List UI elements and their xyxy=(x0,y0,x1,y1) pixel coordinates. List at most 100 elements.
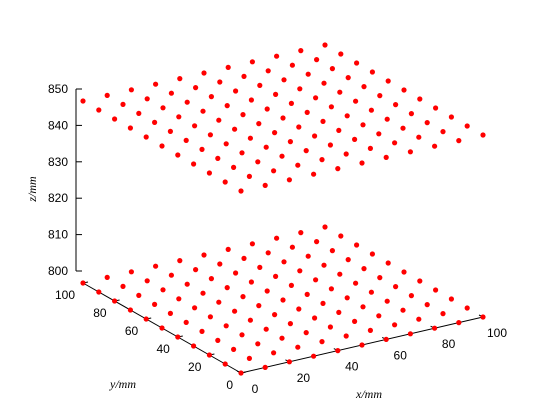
data-point xyxy=(241,73,247,79)
data-point xyxy=(256,121,262,127)
data-point xyxy=(298,48,304,54)
data-point xyxy=(361,266,367,272)
y-tick-label: 0 xyxy=(226,378,233,392)
data-point xyxy=(153,263,159,269)
z-tick-label: 830 xyxy=(48,155,68,169)
data-point xyxy=(288,100,294,106)
data-point xyxy=(271,168,277,174)
data-point xyxy=(343,333,349,339)
data-point xyxy=(377,275,383,281)
data-point xyxy=(296,306,302,312)
data-point xyxy=(311,171,317,177)
data-point xyxy=(383,154,389,160)
data-point xyxy=(262,364,268,370)
data-point xyxy=(297,86,303,92)
data-point xyxy=(440,129,446,135)
data-point xyxy=(377,93,383,99)
data-point xyxy=(393,102,399,108)
data-point xyxy=(376,131,382,137)
data-point xyxy=(327,142,333,148)
data-point xyxy=(335,348,341,354)
data-point xyxy=(176,114,182,120)
data-point xyxy=(338,233,344,239)
data-point xyxy=(217,79,223,85)
data-point xyxy=(136,292,142,298)
data-point xyxy=(433,287,439,293)
data-point xyxy=(336,309,342,315)
data-point xyxy=(160,105,166,111)
data-point xyxy=(384,116,390,122)
data-point xyxy=(231,164,237,170)
data-point xyxy=(264,106,270,112)
data-point xyxy=(400,307,406,313)
data-point xyxy=(238,370,244,376)
data-point xyxy=(287,321,293,327)
data-point xyxy=(193,85,199,91)
data-point xyxy=(192,305,198,311)
data-point xyxy=(337,89,343,95)
data-point xyxy=(456,320,462,326)
data-point xyxy=(249,241,255,247)
data-point xyxy=(201,252,207,258)
data-point xyxy=(400,125,406,131)
data-point xyxy=(112,298,118,304)
data-point xyxy=(359,342,365,348)
y-tick-label: 60 xyxy=(125,324,139,338)
data-point xyxy=(272,312,278,318)
data-point xyxy=(249,59,255,65)
data-point xyxy=(376,313,382,319)
data-point xyxy=(144,278,150,284)
data-point xyxy=(303,330,309,336)
data-point xyxy=(216,299,222,305)
data-point xyxy=(359,160,365,166)
data-point xyxy=(222,179,228,185)
data-point xyxy=(192,123,198,129)
data-point xyxy=(383,336,389,342)
data-point xyxy=(314,239,320,245)
data-point xyxy=(231,346,237,352)
x-tick-label: 0 xyxy=(252,382,259,396)
data-point xyxy=(144,96,150,102)
data-point xyxy=(193,267,199,273)
data-point xyxy=(279,153,285,159)
data-point xyxy=(313,95,319,101)
data-point xyxy=(360,304,366,310)
data-point xyxy=(320,118,326,124)
data-point xyxy=(314,57,320,63)
data-point xyxy=(353,98,359,104)
data-point xyxy=(416,134,422,140)
data-point xyxy=(239,332,245,338)
data-point xyxy=(345,257,351,263)
data-point xyxy=(367,327,373,333)
data-point xyxy=(305,71,311,77)
data-point xyxy=(241,255,247,261)
data-point xyxy=(216,117,222,123)
data-point xyxy=(335,166,341,172)
data-point xyxy=(288,282,294,288)
data-point xyxy=(168,272,174,278)
data-point xyxy=(352,136,358,142)
data-point xyxy=(279,335,285,341)
data-point xyxy=(160,287,166,293)
data-point xyxy=(112,116,118,122)
data-point xyxy=(480,132,486,138)
data-point xyxy=(200,108,206,114)
data-point xyxy=(248,97,254,103)
data-point xyxy=(143,316,149,322)
data-point xyxy=(225,246,231,252)
data-point xyxy=(224,285,230,291)
data-point xyxy=(392,140,398,146)
data-point xyxy=(248,279,254,285)
data-point xyxy=(201,70,207,76)
data-point xyxy=(295,162,301,168)
data-point xyxy=(184,99,190,105)
data-point xyxy=(401,87,407,93)
data-point xyxy=(215,337,221,343)
data-point xyxy=(321,262,327,268)
data-point xyxy=(184,281,190,287)
data-point xyxy=(246,173,252,179)
z-axis-label: z/mm xyxy=(25,176,39,203)
data-point xyxy=(321,80,327,86)
data-point xyxy=(281,259,287,265)
